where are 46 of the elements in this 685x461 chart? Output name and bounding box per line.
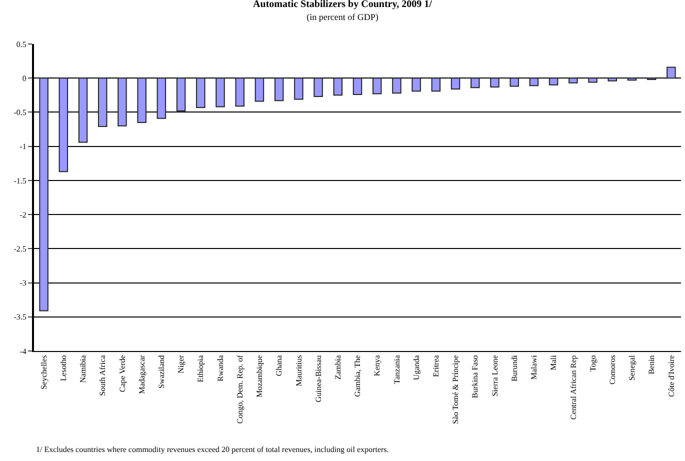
x-tick-label: Kenya (372, 354, 382, 376)
x-tick-label: Eritrea (432, 354, 441, 377)
x-tick-label: Senegal (628, 354, 637, 381)
x-tick-label: Gambia, The (353, 354, 362, 397)
x-tick-label: Uganda (412, 354, 421, 380)
chart-title: Automatic Stabilizers by Country, 2009 1/ (253, 0, 432, 10)
y-tick-label: -2 (20, 210, 26, 220)
x-tick-label: Mali (549, 354, 558, 370)
y-tick-label: -0.5 (14, 108, 26, 118)
x-tick-label: Lesotho (59, 355, 68, 381)
x-tick-label: South Africa (98, 354, 108, 396)
x-tick-label: Côte d'Ivoire (666, 354, 676, 397)
x-tick-label: Seychelles (39, 355, 48, 390)
x-tick-label: Burundi (510, 354, 519, 382)
y-tick-label: 0 (22, 74, 26, 83)
x-tick-label: Madagascar (137, 354, 146, 394)
text: 1/ Excludes countries where commodity revenues exceed 20 percent of total revenues, including oil exporters. (36, 445, 389, 454)
x-tick-label: São Tomé & Príncipe (451, 354, 460, 424)
x-tick-label: Niger (176, 354, 186, 374)
y-tick-label: -1.5 (14, 176, 26, 186)
x-tick-label: Mauritius (294, 355, 304, 386)
x-tick-label: Togo (588, 355, 598, 372)
x-tick-label: Benin (647, 355, 656, 374)
x-tick-label: Ethiopia (196, 354, 206, 382)
x-tick-label: Mozambique (255, 354, 264, 398)
y-tick-label: 0.5 (16, 40, 26, 49)
y-tick-label: -3.5 (14, 312, 26, 322)
y-tick-label: -3 (20, 278, 26, 288)
y-tick-label: -4 (20, 346, 26, 356)
x-tick-label: Central African Rep (568, 355, 578, 420)
x-tick-label: Congo, Dem. Rep. of (235, 354, 244, 424)
x-tick-label: Ghana (274, 354, 284, 376)
x-tick-label: Sierra Leone (490, 354, 500, 396)
x-tick-label: Guinea-Bissau (314, 355, 323, 402)
y-tick-label: -2.5 (14, 244, 26, 254)
x-tick-label: Burkina Faso (470, 355, 480, 398)
x-tick-label: Swaziland (157, 355, 166, 389)
x-tick-label: Cape Verde (118, 354, 127, 392)
chart-subtitle: (in percent of GDP) (306, 12, 378, 22)
x-tick-label: Tanzania (392, 354, 402, 384)
x-tick-label: Malawi (530, 354, 539, 380)
x-tick-label: Zambia (333, 354, 342, 380)
x-tick-label: Namibia (78, 354, 88, 383)
x-tick-label: Comoros (608, 355, 617, 385)
y-tick-label: -1 (20, 142, 26, 152)
x-tick-label: Rwanda (216, 354, 225, 382)
